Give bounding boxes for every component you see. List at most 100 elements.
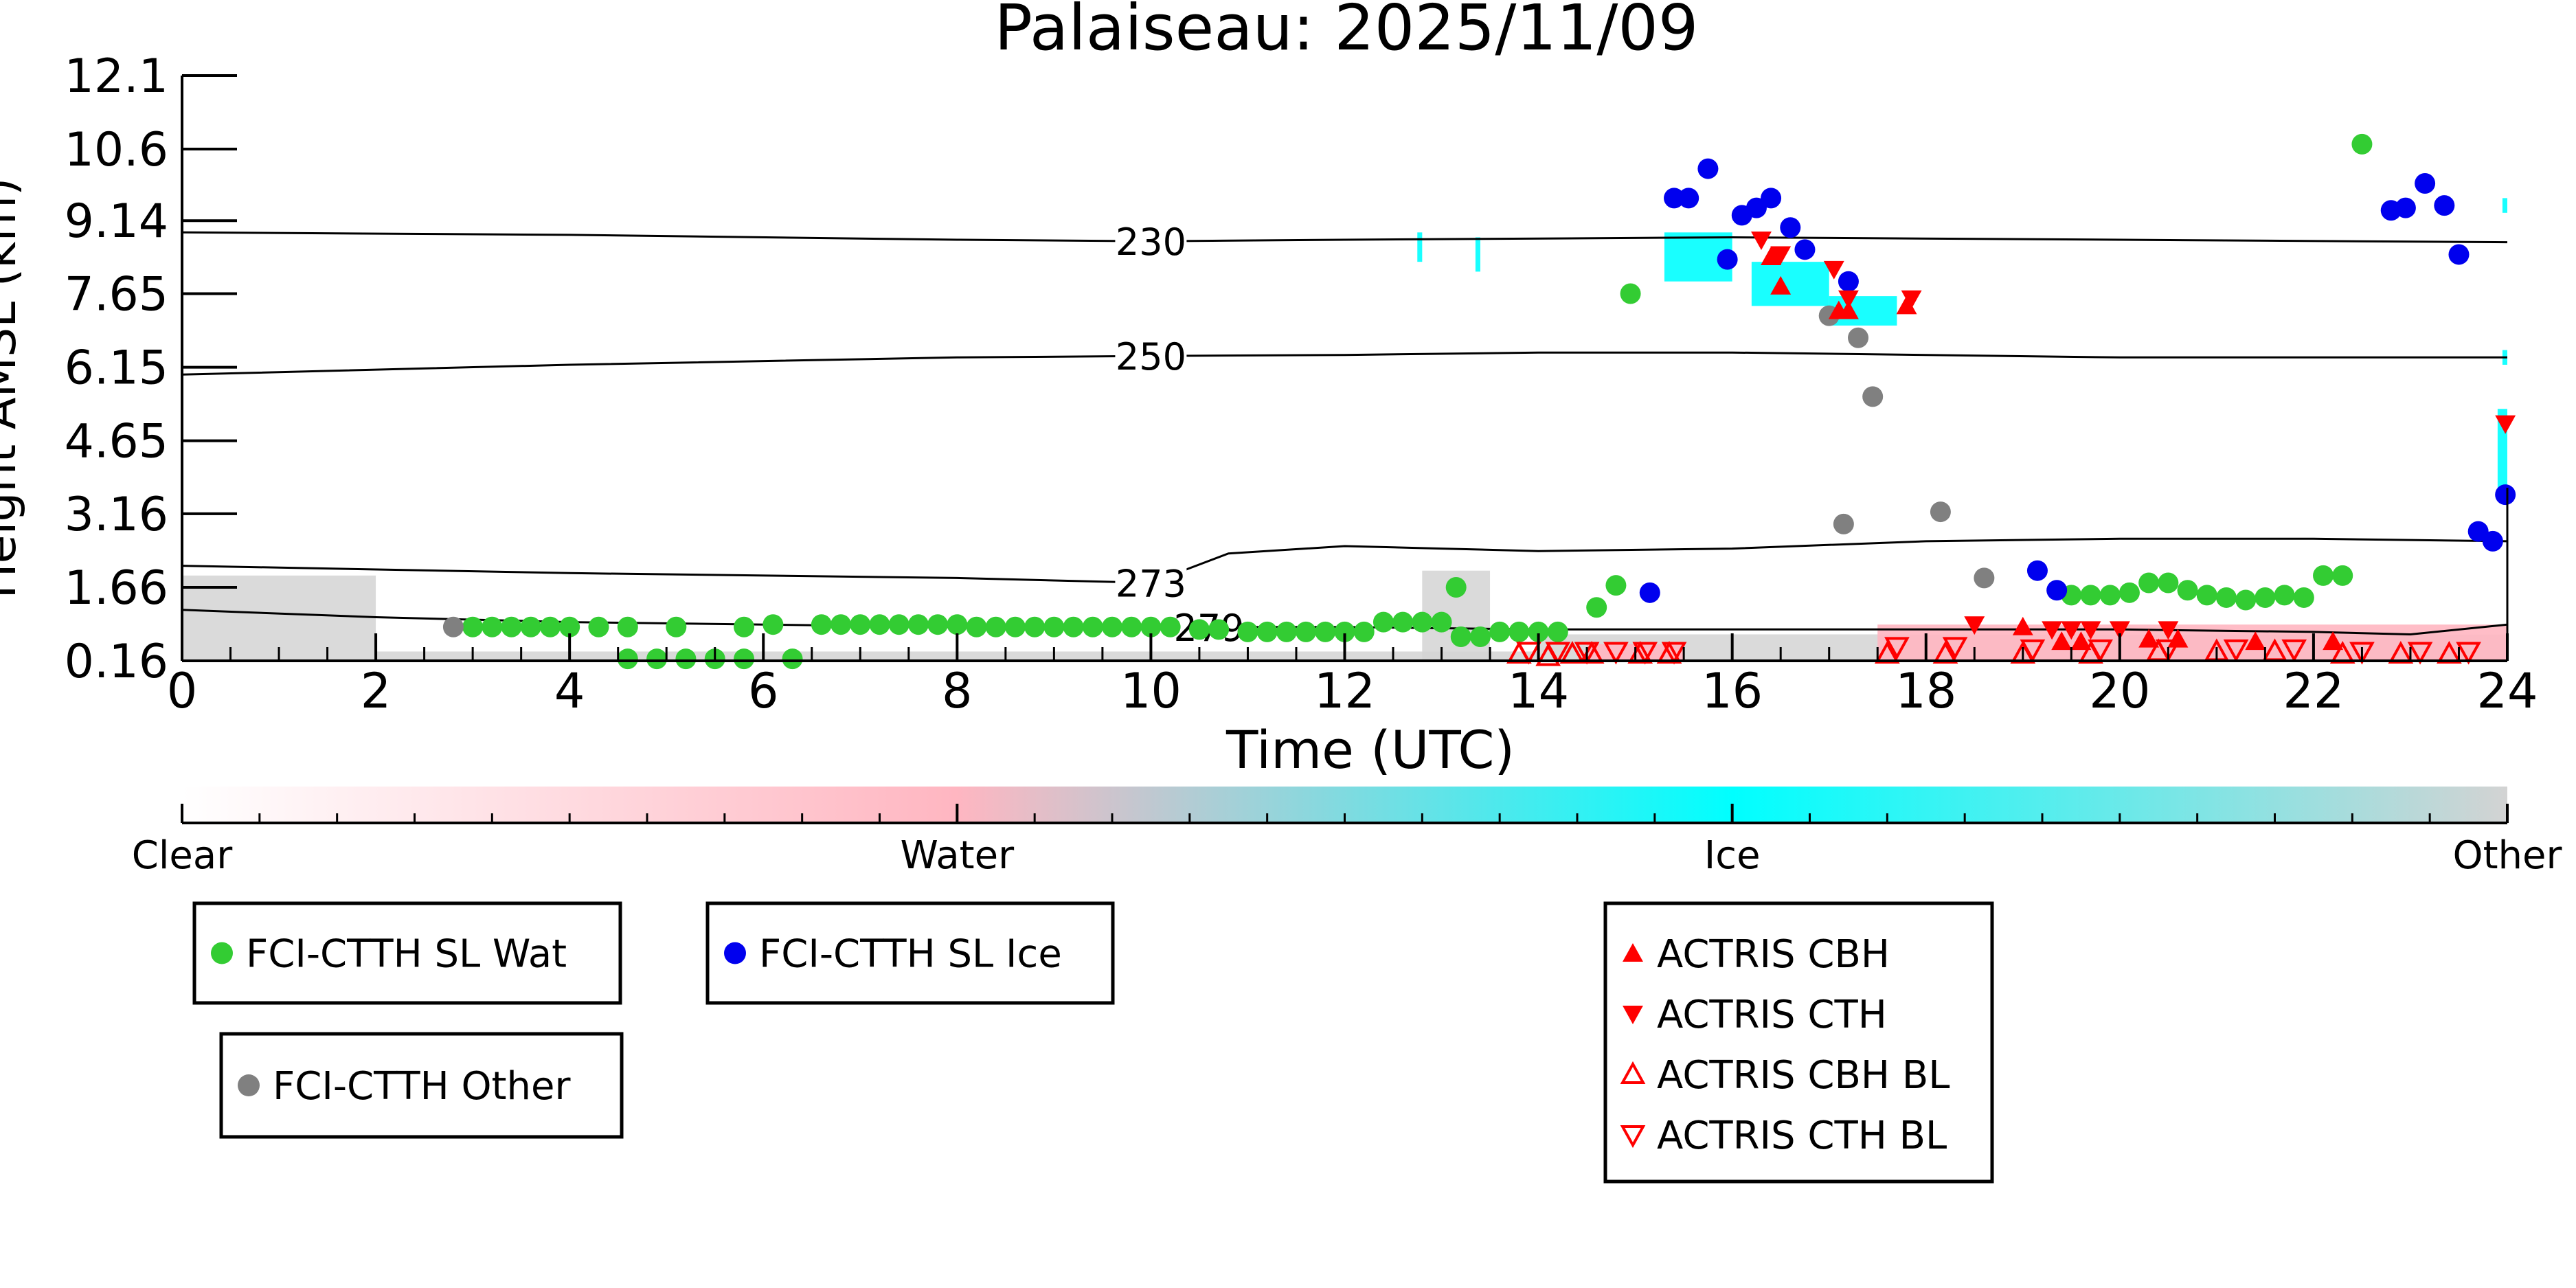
- point-actris-cth-bl: [1942, 637, 1968, 660]
- x-tick-label: 20: [2089, 663, 2150, 719]
- x-tick-label: 4: [554, 663, 585, 719]
- point-fci-ctth-sl-wat: [947, 614, 968, 635]
- legend-marker-fci-ctth-sl-ice: [724, 942, 746, 964]
- point-fci-ctth-sl-ice: [1697, 158, 1719, 179]
- legend-label-actris-cbh-bl: ACTRIS CBH BL: [1657, 1053, 1950, 1098]
- point-fci-ctth-sl-wat: [617, 648, 638, 670]
- point-fci-ctth-sl-wat: [1024, 616, 1046, 637]
- point-actris-cbh: [2167, 629, 2189, 648]
- point-fci-ctth-sl-wat: [2332, 565, 2353, 586]
- point-fci-ctth-sl-wat: [1412, 611, 1433, 633]
- point-actris-cth-bl: [2281, 639, 2307, 662]
- bg-cell-other-0: [182, 575, 376, 661]
- x-axis-label: Time (UTC): [1225, 719, 1515, 780]
- point-fci-ctth-sl-ice: [1717, 249, 1738, 270]
- point-fci-ctth-sl-wat: [1004, 616, 1026, 637]
- point-fci-ctth-sl-wat: [1121, 616, 1142, 637]
- isotherm-230: [181, 231, 2508, 244]
- y-axis-label: Height AMSL (km): [0, 178, 27, 599]
- legend: FCI-CTTH SL Wat FCI-CTTH SL Ice FCI-CTTH O…: [192, 901, 1994, 1184]
- point-actris-cbh: [1896, 295, 1917, 315]
- point-fci-ctth-sl-wat: [831, 614, 852, 635]
- isotherm-label-bg: [1115, 223, 1187, 260]
- point-fci-ctth-sl-wat: [966, 616, 987, 637]
- point-actris-cth-bl: [1545, 642, 1571, 665]
- y-tick-label: 6.15: [65, 341, 168, 396]
- classification-background: [182, 198, 2507, 661]
- legend-box-4: ACTRIS CBH ACTRIS CTH ACTRIS CBH BL ACTRIS …: [1603, 901, 1994, 1184]
- point-fci-ctth-sl-wat: [617, 616, 638, 637]
- y-tick-label: 7.65: [65, 268, 168, 322]
- colorbar-label-clear: Clear: [132, 833, 233, 878]
- y-tick-label: 9.14: [65, 194, 168, 249]
- legend-label-actris-cbh: ACTRIS CBH: [1657, 932, 1890, 977]
- point-actris-cth: [2061, 621, 2082, 640]
- colorbar-label-ice: Ice: [1704, 833, 1761, 878]
- legend-box-1: FCI-CTTH SL Wat: [192, 901, 622, 1005]
- x-tick-label: 10: [1120, 663, 1182, 719]
- legend-box-3: FCI-CTTH Other: [219, 1032, 624, 1139]
- point-fci-ctth-sl-wat: [2177, 580, 2198, 601]
- point-fci-ctth-sl-wat: [1296, 621, 1317, 642]
- point-actris-cbh: [1761, 247, 1782, 265]
- y-tick-label: 4.65: [65, 415, 168, 469]
- point-fci-ctth-other: [1974, 567, 1995, 589]
- isotherm-label-250: 250: [1116, 335, 1186, 379]
- legend-frame: [1603, 901, 1994, 1184]
- point-actris-cth-bl: [2223, 639, 2249, 662]
- point-fci-ctth-sl-wat: [1509, 621, 1530, 642]
- point-fci-ctth-sl-wat: [1315, 621, 1336, 642]
- point-fci-ctth-sl-ice: [2434, 195, 2455, 216]
- point-fci-ctth-sl-wat: [1445, 576, 1467, 598]
- point-actris-cth-bl: [1603, 642, 1629, 665]
- point-actris-cbh: [1770, 275, 1792, 295]
- point-actris-cth-bl: [1574, 642, 1600, 665]
- point-actris-cbh: [2245, 631, 2266, 651]
- point-fci-ctth-sl-wat: [2293, 587, 2314, 608]
- point-fci-ctth-sl-wat: [2080, 585, 2101, 606]
- point-fci-ctth-sl-ice: [1780, 217, 1801, 238]
- legend-frame: [705, 901, 1115, 1005]
- point-actris-cbh: [2323, 631, 2344, 651]
- isotherm-label-bg: [1115, 338, 1187, 374]
- isotherm-label-bg: [1115, 565, 1187, 601]
- point-actris-cth-bl: [2020, 639, 2046, 662]
- point-fci-ctth-sl-wat: [1528, 621, 1549, 642]
- isotherm-250: [181, 351, 2507, 376]
- point-actris-cth: [2495, 415, 2516, 434]
- point-fci-ctth-sl-wat: [1276, 621, 1297, 642]
- point-fci-ctth-sl-ice: [2482, 530, 2503, 552]
- point-fci-ctth-sl-wat: [2313, 565, 2334, 586]
- legend-label-actris-cth: ACTRIS CTH: [1657, 993, 1887, 1037]
- point-actris-cth: [1838, 290, 1859, 309]
- point-fci-ctth-sl-wat: [1334, 621, 1355, 642]
- x-tick-label: 0: [167, 663, 198, 719]
- point-fci-ctth-sl-wat: [462, 616, 484, 637]
- axes: 0 2 4 6 8 10 12 14 16 18 20 22 240.161.663.164.656.1…: [65, 49, 2538, 719]
- bg-cell-ice-7: [1751, 262, 1829, 306]
- point-fci-ctth-sl-wat: [1620, 283, 1641, 304]
- point-fci-ctth-sl-wat: [2119, 582, 2140, 603]
- bg-cell-ice-10: [1475, 237, 1480, 272]
- point-actris-cth-bl: [1632, 642, 1658, 665]
- x-tick-label: 14: [1508, 663, 1569, 719]
- point-fci-ctth-sl-wat: [1450, 626, 1471, 648]
- point-actris-cth-bl: [2349, 642, 2375, 665]
- point-actris-cth-bl: [2088, 639, 2113, 662]
- point-fci-ctth-sl-wat: [539, 616, 561, 637]
- x-tick-label: 24: [2476, 663, 2538, 719]
- colorbar-label-other: Other: [2452, 833, 2562, 878]
- x-tick-label: 16: [1702, 663, 1763, 719]
- legend-label-fci-ctth-other: FCI-CTTH Other: [273, 1064, 571, 1109]
- point-fci-ctth-sl-wat: [1431, 611, 1452, 633]
- legend-marker-actris-cth-bl: [1620, 1125, 1646, 1149]
- point-fci-ctth-sl-wat: [1256, 621, 1278, 642]
- point-actris-cth: [2080, 621, 2101, 640]
- point-fci-ctth-sl-wat: [1353, 621, 1375, 642]
- point-fci-ctth-sl-wat: [2215, 587, 2237, 608]
- x-tick-label: 18: [1895, 663, 1956, 719]
- x-tick-label: 2: [361, 663, 392, 719]
- point-fci-ctth-sl-wat: [559, 616, 580, 637]
- legend-marker-actris-cbh-bl: [1620, 1061, 1646, 1084]
- point-actris-cth: [1770, 246, 1792, 265]
